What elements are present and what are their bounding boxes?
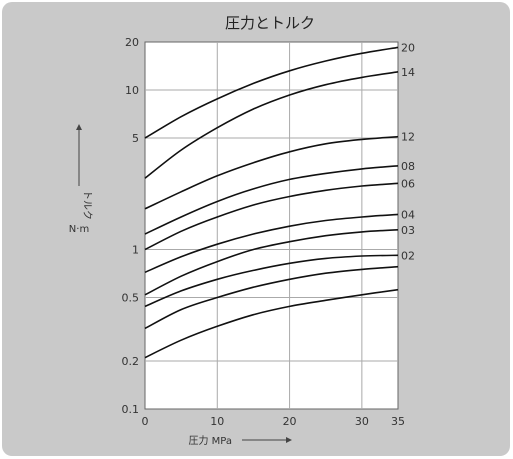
- series-line: [144, 288, 399, 359]
- y-axis-ticks: 0.1 0.2 0.5 1 5 10 20: [122, 36, 140, 416]
- x-axis-arrow-head: [286, 437, 292, 443]
- series-label: 02: [401, 249, 415, 262]
- y-tick-label: 5: [132, 132, 139, 145]
- y-tick-label: 10: [125, 84, 139, 97]
- y-tick-label: 0.1: [122, 403, 140, 416]
- y-axis-unit: N·m: [69, 224, 89, 235]
- y-tick-label: 0.5: [122, 292, 140, 305]
- series-line: [144, 229, 399, 296]
- y-tick-label: 20: [125, 36, 139, 49]
- chart-title: 圧力とトルク: [225, 14, 315, 32]
- series-labels: 20 14 12 08 06 04 03 02: [401, 41, 415, 262]
- x-tick-label: 35: [391, 415, 405, 428]
- series-line: [144, 135, 399, 210]
- x-tick-label: 0: [142, 415, 149, 428]
- series-line: [144, 213, 399, 274]
- x-tick-label: 20: [283, 415, 297, 428]
- series-line: [144, 254, 399, 308]
- y-axis-label: トルク: [81, 190, 93, 220]
- x-tick-label: 30: [355, 415, 369, 428]
- series-line: [144, 165, 399, 235]
- series-label: 20: [401, 41, 415, 54]
- y-axis-arrow-head: [76, 124, 82, 130]
- series-label: 03: [401, 224, 415, 237]
- y-tick-label: 1: [132, 244, 139, 257]
- series-lines: [144, 46, 399, 359]
- x-axis-label: 圧力 MPa: [188, 434, 232, 447]
- series-label: 06: [401, 177, 415, 190]
- series-line: [144, 71, 399, 179]
- x-tick-label: 10: [210, 415, 224, 428]
- series-label: 08: [401, 160, 415, 173]
- plot-area: [144, 41, 399, 410]
- y-tick-label: 0.2: [122, 355, 140, 368]
- series-line: [144, 46, 399, 139]
- series-line: [144, 265, 399, 330]
- x-axis-ticks: 0 10 20 30 35: [142, 415, 406, 428]
- series-label: 04: [401, 208, 415, 221]
- series-label: 12: [401, 131, 415, 144]
- series-label: 14: [401, 66, 415, 79]
- series-line: [144, 182, 399, 251]
